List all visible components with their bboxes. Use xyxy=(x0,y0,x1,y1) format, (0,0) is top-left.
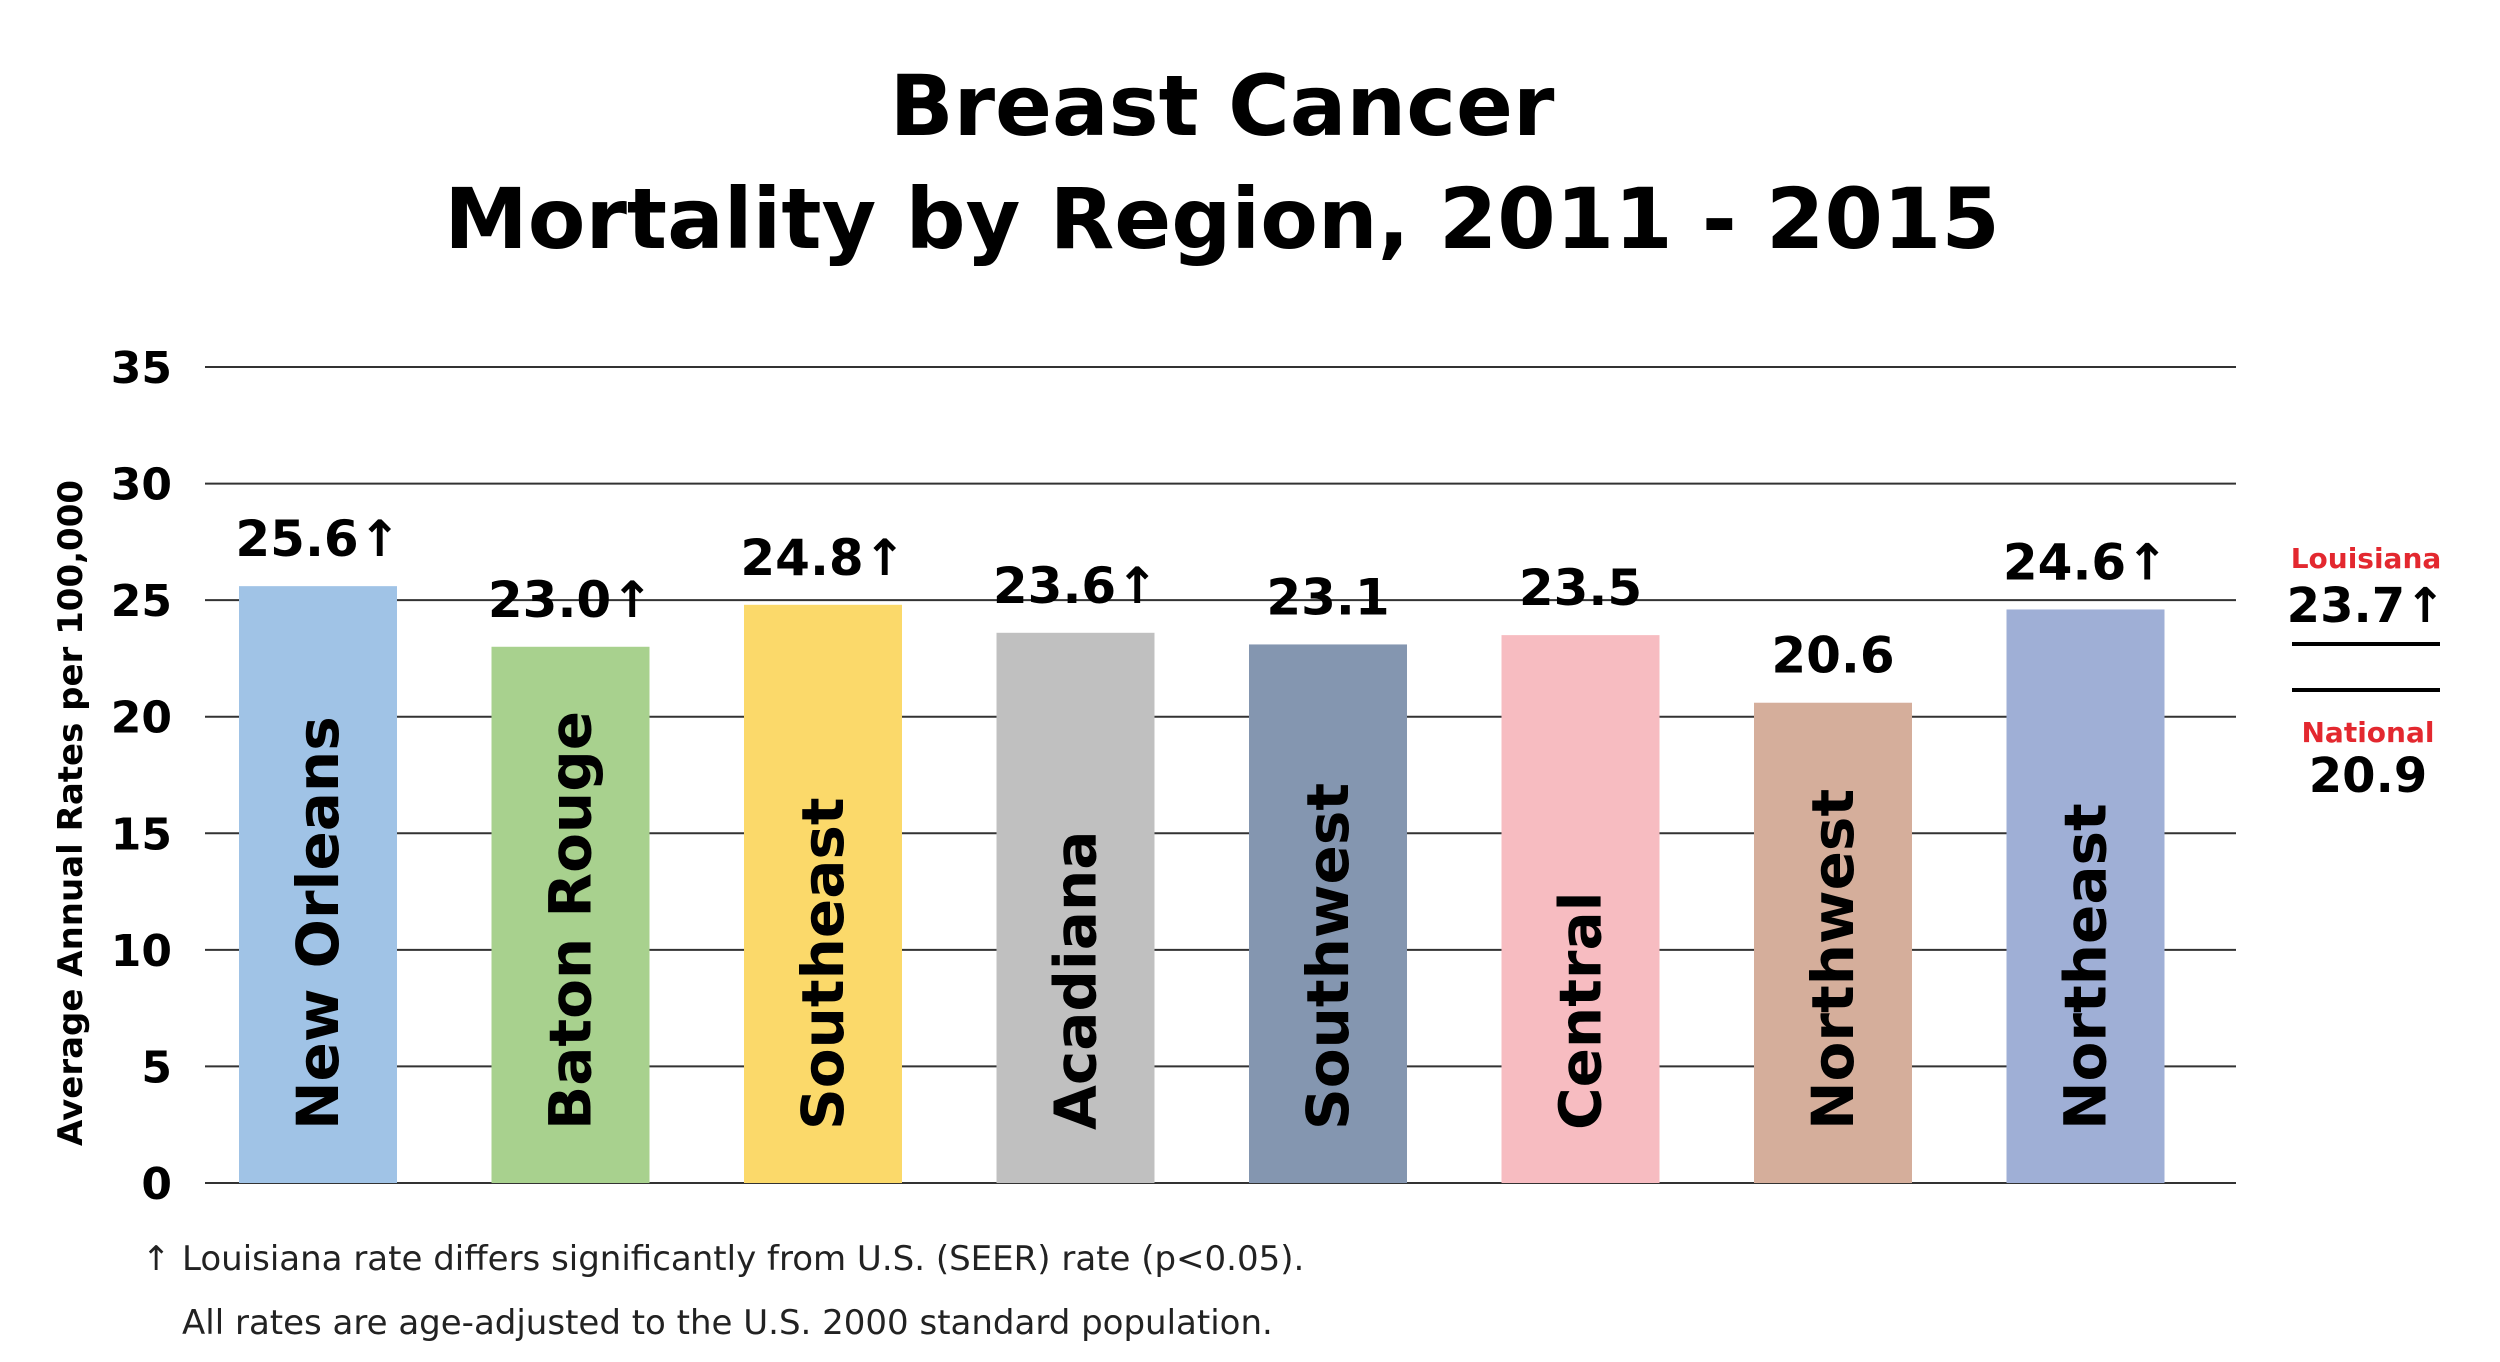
bar-group: Northeast 24.6↑ xyxy=(2003,533,2168,1183)
y-axis-label: Average Annual Rates per 100,000 xyxy=(51,480,91,1146)
value-label: 23.1 xyxy=(1266,568,1389,626)
y-tick-label: 10 xyxy=(111,926,172,977)
y-tick-label: 0 xyxy=(141,1159,172,1210)
value-label: 24.6↑ xyxy=(2003,533,2168,591)
bar-group: Central 23.5 xyxy=(1501,559,1660,1183)
bar xyxy=(744,604,902,1183)
value-label: 24.8↑ xyxy=(740,529,905,587)
y-tick-label: 35 xyxy=(111,343,172,394)
value-label: 25.6↑ xyxy=(235,510,400,568)
bar xyxy=(2006,609,2165,1183)
bars: New Orleans 25.6↑ Baton Rouge 23.0↑ Southeas… xyxy=(235,510,2168,1183)
reference-panel: Louisiana 23.7↑ National 20.9 xyxy=(2287,542,2446,804)
category-label: Southeast xyxy=(789,797,857,1130)
bar xyxy=(1501,635,1660,1183)
bar xyxy=(996,632,1155,1183)
category-label: Northeast xyxy=(2052,803,2120,1130)
bar-group: Acadiana 23.6↑ xyxy=(993,557,1158,1183)
bar xyxy=(491,646,650,1183)
category-label: Acadiana xyxy=(1042,831,1110,1130)
bar-group: Baton Rouge 23.0↑ xyxy=(488,571,653,1183)
national-value: 20.9 xyxy=(2309,748,2427,804)
y-tick-label: 5 xyxy=(141,1042,172,1093)
value-label: 23.6↑ xyxy=(993,557,1158,615)
y-tick-label: 20 xyxy=(111,693,172,744)
chart-title-line-2: Mortality by Region, 2011 - 2015 xyxy=(444,170,2000,268)
chart-title: Breast Cancer Mortality by Region, 2011 … xyxy=(444,57,2000,268)
category-label: Southwest xyxy=(1294,783,1362,1130)
footnote-age-adjusted: All rates are age-adjusted to the U.S. 2… xyxy=(182,1303,1273,1343)
bar xyxy=(1249,644,1407,1183)
national-label: National xyxy=(2302,716,2435,749)
category-label: Baton Rouge xyxy=(537,711,605,1130)
y-tick-label: 25 xyxy=(111,576,172,627)
category-label: Central xyxy=(1547,891,1615,1130)
y-tick-label: 15 xyxy=(111,809,172,860)
chart-title-line-1: Breast Cancer xyxy=(890,57,1555,155)
category-label: Northwest xyxy=(1799,789,1867,1130)
bar-group: New Orleans 25.6↑ xyxy=(235,510,401,1183)
bar xyxy=(1754,702,1912,1183)
value-label: 23.0↑ xyxy=(488,571,653,629)
y-tick-label: 30 xyxy=(111,460,172,511)
category-label: New Orleans xyxy=(284,716,352,1130)
footnotes: ↑ Louisiana rate differs significantly f… xyxy=(142,1239,1304,1343)
bar-group: Southeast 24.8↑ xyxy=(740,529,906,1183)
bar-group: Northwest 20.6 xyxy=(1754,627,1912,1183)
bar xyxy=(239,586,397,1183)
louisiana-value: 23.7↑ xyxy=(2287,578,2446,634)
value-label: 20.6 xyxy=(1771,627,1894,685)
footnote-arrow-icon: ↑ xyxy=(142,1239,171,1279)
bar-group: Southwest 23.1 xyxy=(1249,568,1407,1183)
y-axis-ticks: 0 5 10 15 20 25 30 35 xyxy=(111,343,172,1210)
louisiana-label: Louisiana xyxy=(2291,542,2442,575)
footnote-significance: Louisiana rate differs significantly fro… xyxy=(182,1239,1304,1279)
value-label: 23.5 xyxy=(1519,559,1642,617)
